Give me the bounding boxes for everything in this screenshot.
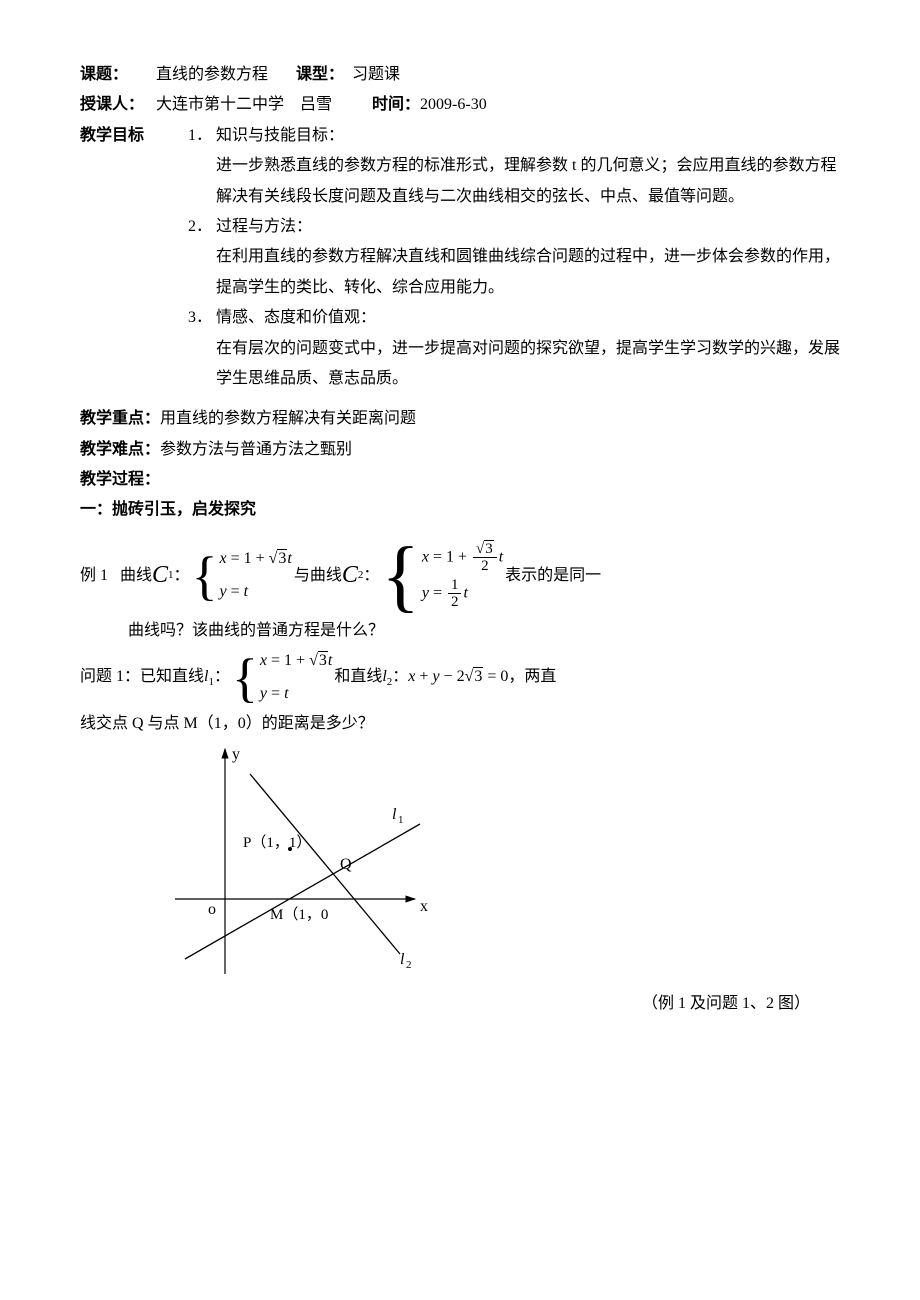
fig-l2-label: l: [400, 951, 405, 968]
example-1: 例 1 曲线 C1 ： { x = 1 + 3t y = t 与曲线 C2 ： …: [80, 536, 840, 616]
math-C1: C: [152, 553, 168, 599]
fig-o-label: o: [208, 901, 216, 918]
type-value: 习题课: [352, 60, 400, 90]
goal-3-num: 3．: [188, 303, 216, 394]
math-l2: l2: [382, 662, 392, 693]
fig-P-label: P（1，1）: [243, 834, 311, 851]
focus-value: 用直线的参数方程解决有关距离问题: [160, 404, 416, 434]
topic-label: 课题：: [80, 60, 128, 90]
q1-text3: ，两直: [508, 662, 556, 692]
ex1-label: 例 1: [80, 561, 108, 591]
q1-line2: 线交点 Q 与点 M（1，0）的距离是多少？: [80, 709, 840, 739]
goal-2-num: 2．: [188, 212, 216, 303]
teacher-label: 授课人：: [80, 90, 144, 120]
ex1-line2: 曲线吗？该曲线的普通方程是什么？: [80, 616, 840, 646]
goal-1-num: 1．: [188, 121, 216, 212]
ex1-text3: 表示的是同一: [505, 561, 601, 591]
teacher-value: 大连市第十二中学 吕雪: [156, 90, 332, 120]
math-l1: l1: [204, 662, 214, 693]
q1-text2: 和直线: [334, 662, 382, 692]
ex1-text1: 曲线: [120, 561, 152, 591]
goals-block: 教学目标 1． 知识与技能目标： 进一步熟悉直线的参数方程的标准形式，理解参数 …: [80, 121, 840, 395]
focus-row: 教学重点： 用直线的参数方程解决有关距离问题: [80, 404, 840, 434]
math-cases-3: { x = 1 + 3t y = t: [232, 646, 332, 709]
topic-value: 直线的参数方程: [156, 60, 268, 90]
figure-diagram: y x o P（1，1） Q M（1，0 l 1 l 2: [140, 739, 480, 989]
fig-Q-label: Q: [340, 856, 352, 873]
focus-label: 教学重点：: [80, 404, 160, 434]
difficulty-row: 教学难点： 参数方法与普通方法之甄别: [80, 435, 840, 465]
difficulty-value: 参数方法与普通方法之甄别: [160, 435, 352, 465]
ex1-text2: 与曲线: [294, 561, 342, 591]
process-label: 教学过程：: [80, 465, 840, 495]
figure-caption: （例 1 及问题 1、2 图）: [80, 989, 810, 1019]
goal-2-title: 过程与方法：: [216, 212, 840, 242]
time-value: 2009-6-30: [420, 90, 487, 120]
q1-text1: 已知直线: [140, 662, 204, 692]
type-label: 课型：: [296, 60, 344, 90]
goal-1-title: 知识与技能目标：: [216, 121, 840, 151]
math-l2-eq: x + y − 23 = 0: [408, 662, 508, 692]
section1-title: 一：抛砖引玉，启发探究: [80, 495, 840, 525]
goal-3-title: 情感、态度和价值观：: [216, 303, 840, 333]
header-row-1: 课题： 直线的参数方程 课型： 习题课: [80, 60, 840, 90]
math-C2: C: [342, 553, 358, 599]
fig-x-label: x: [420, 898, 428, 915]
difficulty-label: 教学难点：: [80, 435, 160, 465]
goals-label: 教学目标: [80, 121, 188, 395]
goal-3-body: 在有层次的问题变式中，进一步提高对问题的探究欲望，提高学生学习数学的兴趣，发展学…: [216, 334, 840, 395]
header-row-2: 授课人： 大连市第十二中学 吕雪 时间： 2009-6-30: [80, 90, 840, 120]
math-cases-1: { x = 1 + 3t y = t: [192, 544, 292, 607]
fig-y-label: y: [232, 746, 240, 763]
fig-l1-sub: 1: [398, 814, 404, 826]
goal-2-body: 在利用直线的参数方程解决直线和圆锥曲线综合问题的过程中，进一步体会参数的作用，提…: [216, 242, 840, 303]
time-label: 时间：: [372, 90, 420, 120]
fig-M-label: M（1，0: [270, 906, 328, 923]
math-cases-2: { x = 1 + 32t y = 12t: [381, 536, 503, 616]
fig-l1-label: l: [392, 806, 397, 823]
goal-1-body: 进一步熟悉直线的参数方程的标准形式，理解参数 t 的几何意义；会应用直线的参数方…: [216, 151, 840, 212]
fig-l2-sub: 2: [406, 959, 412, 971]
q1-label: 问题 1：: [80, 662, 140, 692]
question-1: 问题 1： 已知直线 l1 ： { x = 1 + 3t y = t 和直线 l…: [80, 646, 840, 709]
